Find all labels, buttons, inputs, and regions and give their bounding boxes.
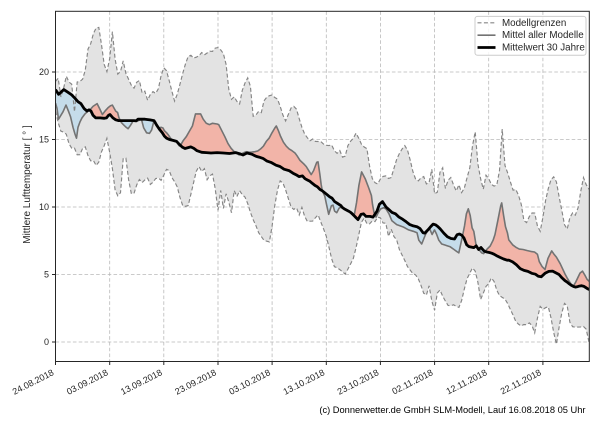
svg-text:Mittlere Lufttemperatur [ ° ]: Mittlere Lufttemperatur [ ° ]	[22, 125, 33, 244]
svg-text:20: 20	[39, 67, 49, 77]
svg-text:10: 10	[39, 202, 49, 212]
svg-text:(c) Donnerwetter.de GmbH SLM-M: (c) Donnerwetter.de GmbH SLM-Modell, Lau…	[319, 405, 585, 415]
svg-text:15: 15	[39, 134, 49, 144]
svg-text:Mittelwert 30 Jahre: Mittelwert 30 Jahre	[502, 43, 585, 54]
svg-text:Mittel aller Modelle: Mittel aller Modelle	[502, 30, 584, 41]
svg-text:0: 0	[44, 337, 49, 347]
svg-text:Modellgrenzen: Modellgrenzen	[502, 18, 566, 29]
svg-text:5: 5	[44, 269, 49, 279]
